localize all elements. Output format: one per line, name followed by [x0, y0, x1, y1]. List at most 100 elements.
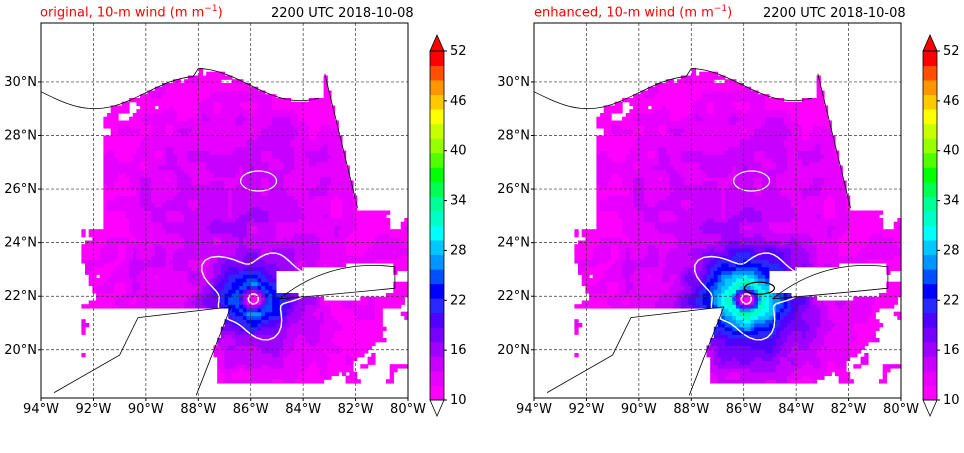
wind-cell	[224, 109, 229, 114]
wind-cell	[294, 214, 299, 219]
wind-cell	[334, 330, 339, 335]
wind-cell	[169, 169, 174, 174]
wind-cell	[264, 221, 270, 227]
wind-cell	[176, 300, 182, 305]
wind-cell	[371, 221, 376, 227]
wind-cell	[268, 225, 273, 230]
wind-cell	[114, 293, 119, 298]
x-tick-label: 86°W	[233, 402, 269, 417]
wind-cell	[129, 120, 134, 125]
wind-cell	[184, 176, 189, 182]
wind-cell	[103, 293, 108, 298]
wind-cell	[286, 105, 292, 110]
wind-cell	[151, 281, 156, 287]
colorbar-segment	[430, 196, 444, 212]
wind-cell	[246, 158, 251, 163]
wind-cell	[213, 116, 218, 122]
wind-cell	[319, 180, 325, 185]
wind-cell	[268, 263, 273, 268]
wind-cell	[125, 165, 130, 170]
wind-cell	[301, 146, 306, 152]
wind-cell	[272, 240, 277, 245]
wind-cell	[319, 233, 325, 238]
wind-cell	[257, 109, 262, 114]
wind-cell	[132, 128, 138, 133]
wind-cell	[217, 285, 222, 290]
wind-cell	[187, 176, 193, 182]
wind-cell	[147, 109, 152, 114]
wind-cell	[334, 131, 339, 137]
wind-cell	[279, 210, 284, 215]
wind-cell	[224, 180, 229, 185]
wind-cell	[202, 248, 207, 253]
wind-cell	[176, 225, 182, 230]
wind-cell	[367, 356, 372, 362]
wind-cell	[360, 364, 365, 369]
wind-cell	[224, 364, 229, 369]
wind-cell	[330, 191, 336, 197]
wind-cell	[239, 289, 244, 294]
wind-cell	[110, 233, 115, 238]
wind-cell	[290, 218, 295, 223]
wind-cell	[297, 120, 303, 125]
wind-cell	[268, 379, 273, 384]
wind-cell	[272, 326, 277, 332]
wind-cell	[268, 300, 273, 305]
wind-cell	[257, 364, 262, 369]
wind-cell	[316, 368, 321, 373]
wind-cell	[136, 98, 141, 103]
wind-cell	[264, 195, 270, 200]
wind-cell	[375, 326, 380, 332]
wind-cell	[316, 120, 321, 125]
wind-cell	[312, 371, 317, 377]
wind-cell	[393, 300, 398, 305]
wind-cell	[312, 124, 317, 129]
x-tick-label: 80°W	[390, 402, 426, 417]
wind-cell	[235, 139, 240, 144]
wind-cell	[261, 349, 266, 354]
wind-cell	[114, 154, 119, 159]
wind-cell	[356, 326, 361, 332]
wind-cell	[286, 161, 292, 167]
wind-cell	[121, 296, 126, 302]
wind-cell	[118, 199, 123, 204]
wind-cell	[268, 199, 273, 204]
wind-cell	[286, 240, 292, 245]
wind-cell	[209, 150, 215, 155]
wind-cell	[147, 161, 152, 167]
wind-cell	[220, 266, 226, 272]
wind-cell	[110, 210, 115, 215]
wind-cell	[191, 266, 196, 272]
wind-cell	[209, 79, 215, 84]
wind-cell	[389, 229, 394, 234]
wind-cell	[228, 158, 233, 163]
wind-cell	[305, 300, 310, 305]
wind-cell	[198, 124, 204, 129]
wind-cell	[88, 270, 93, 275]
wind-cell	[184, 169, 189, 174]
wind-cell	[275, 203, 281, 208]
wind-cell	[220, 338, 226, 343]
wind-cell	[176, 165, 182, 170]
wind-cell	[169, 94, 174, 99]
wind-cell	[132, 176, 138, 182]
wind-cell	[250, 146, 255, 152]
wind-cell	[275, 345, 281, 350]
wind-cell	[268, 109, 273, 114]
wind-cell	[308, 341, 314, 347]
wind-cell	[129, 169, 134, 174]
wind-cell	[327, 338, 332, 343]
wind-cell	[239, 360, 244, 365]
wind-cell	[301, 161, 306, 167]
wind-cell	[308, 371, 314, 377]
wind-cell	[217, 146, 222, 152]
wind-cell	[297, 266, 303, 272]
wind-cell	[154, 90, 160, 95]
wind-cell	[319, 259, 325, 264]
wind-cell	[209, 143, 215, 148]
wind-cell	[202, 169, 207, 174]
wind-cell	[286, 158, 292, 163]
wind-cell	[235, 364, 240, 369]
wind-cell	[206, 105, 211, 110]
wind-cell	[305, 221, 310, 227]
